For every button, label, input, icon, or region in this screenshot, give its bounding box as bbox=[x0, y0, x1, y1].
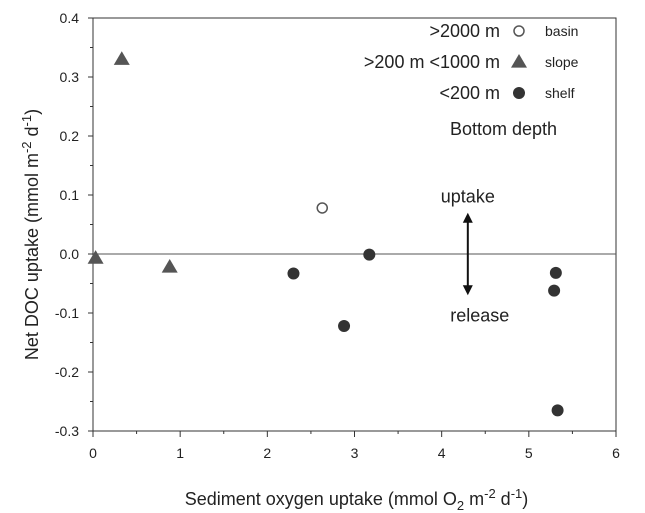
shelf-point bbox=[549, 266, 562, 279]
y-tick-label: 0.2 bbox=[60, 128, 80, 144]
slope-point bbox=[87, 250, 104, 264]
legend: >2000 m basin >200 m <1000 m slope <200 m she… bbox=[364, 21, 579, 139]
x-axis-title: Sediment oxygen uptake (mmol O2 m-2 d-1) bbox=[185, 486, 529, 513]
y-tick-label: 0.1 bbox=[60, 187, 80, 203]
data-points bbox=[87, 51, 564, 417]
y-tick-label: 0.3 bbox=[60, 69, 80, 85]
y-axis-ticks: -0.3 -0.2 -0.1 0.0 0.1 0.2 0.3 0.4 bbox=[55, 10, 93, 439]
x-tick-label: 3 bbox=[351, 445, 359, 461]
legend-type-label: basin bbox=[545, 23, 578, 39]
y-tick-label: 0.4 bbox=[60, 10, 80, 26]
legend-type-label: shelf bbox=[545, 85, 575, 101]
x-tick-label: 5 bbox=[525, 445, 533, 461]
x-tick-label: 4 bbox=[438, 445, 446, 461]
shelf-point bbox=[287, 267, 300, 280]
release-label: release bbox=[450, 305, 509, 325]
legend-type-label: slope bbox=[545, 54, 579, 70]
slope-point bbox=[113, 51, 130, 65]
plot-border bbox=[92, 17, 617, 432]
plot-frame bbox=[92, 17, 617, 432]
arrow-head-up bbox=[462, 212, 473, 223]
slope-point bbox=[161, 258, 178, 273]
axis-titles: Sediment oxygen uptake (mmol O2 m-2 d-1)… bbox=[19, 109, 528, 513]
x-axis-ticks: 0 1 2 3 4 5 6 bbox=[89, 431, 620, 461]
legend-depth-label: <200 m bbox=[439, 83, 500, 103]
legend-marker bbox=[513, 87, 525, 99]
shelf-point bbox=[363, 248, 376, 261]
annotations: uptake release bbox=[441, 187, 510, 326]
legend-depth-label: >200 m <1000 m bbox=[364, 52, 500, 72]
legend-marker bbox=[511, 54, 527, 68]
y-tick-label: -0.2 bbox=[55, 364, 79, 380]
legend-marker bbox=[513, 25, 525, 37]
uptake-label: uptake bbox=[441, 187, 495, 207]
y-tick-label: -0.1 bbox=[55, 305, 79, 321]
shelf-point bbox=[548, 284, 561, 297]
arrow-head-down bbox=[462, 285, 473, 296]
x-tick-label: 1 bbox=[176, 445, 184, 461]
x-tick-label: 6 bbox=[612, 445, 620, 461]
x-tick-label: 0 bbox=[89, 445, 97, 461]
legend-depth-label: >2000 m bbox=[429, 21, 500, 41]
y-tick-label: 0.0 bbox=[60, 246, 80, 262]
x-tick-label: 2 bbox=[263, 445, 271, 461]
basin-point bbox=[316, 202, 328, 214]
legend-title: Bottom depth bbox=[450, 119, 557, 139]
shelf-point bbox=[338, 319, 351, 332]
y-tick-label: -0.3 bbox=[55, 423, 79, 439]
shelf-point bbox=[551, 404, 564, 417]
y-axis-title: Net DOC uptake (mmol m-2 d-1) bbox=[19, 109, 42, 360]
